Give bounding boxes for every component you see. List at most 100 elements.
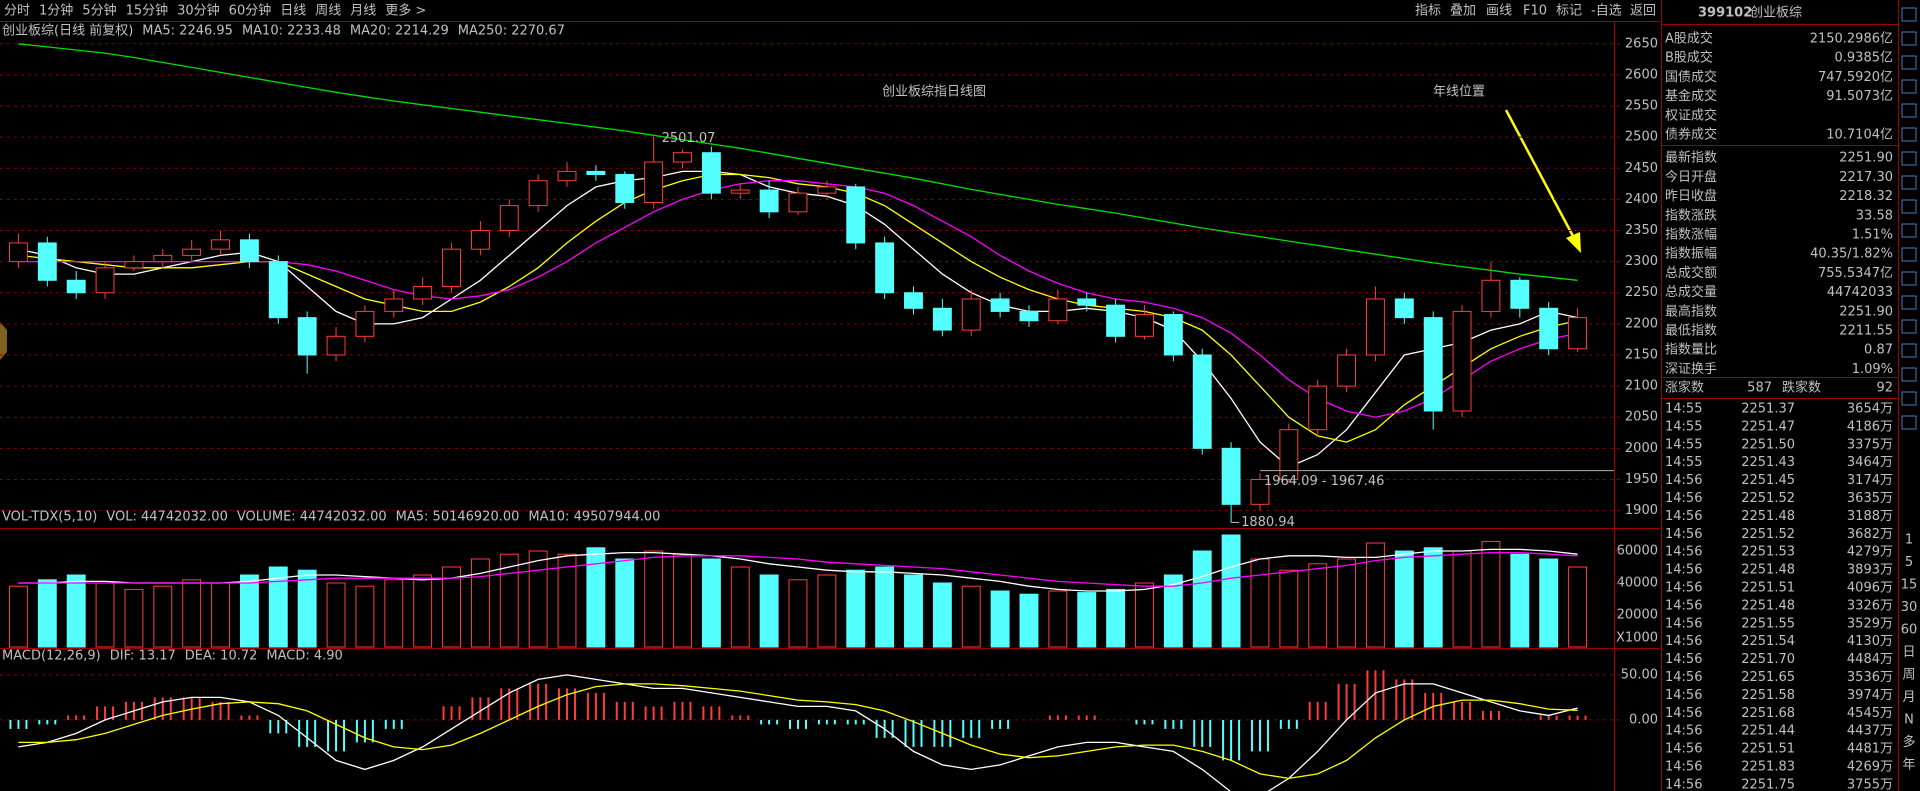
tool-icon[interactable]: [1901, 319, 1917, 334]
volume-bar: [1163, 574, 1183, 648]
candle-body: [1106, 304, 1126, 337]
side-tool[interactable]: 30: [1901, 600, 1918, 615]
volume-bar: [730, 566, 750, 648]
y-tick-label: 2500: [1625, 130, 1658, 145]
indicator-header: MA250: 2270.67: [458, 24, 565, 39]
y-tick-label: 1950: [1625, 472, 1658, 487]
side-tool[interactable]: 月: [1902, 690, 1915, 705]
volume-bar: [1250, 558, 1270, 648]
candle-body: [875, 242, 895, 294]
tick-price: 2251.48: [1741, 563, 1795, 578]
tick-volume: 4186万: [1847, 419, 1893, 434]
tool-button[interactable]: 叠加: [1450, 4, 1476, 19]
volume-bar: [1423, 547, 1443, 648]
tool-icon[interactable]: [1901, 247, 1917, 262]
candle-body: [644, 161, 664, 203]
period-tab[interactable]: 5分钟: [82, 3, 116, 19]
tool-button[interactable]: 标记: [1556, 4, 1582, 19]
tool-icon[interactable]: [1901, 175, 1917, 190]
tool-icon[interactable]: [1901, 343, 1917, 358]
volume-bar: [932, 582, 952, 648]
period-tab[interactable]: 日线: [280, 4, 306, 19]
tick-volume: 3529万: [1847, 616, 1893, 631]
period-tab[interactable]: 周线: [315, 4, 341, 19]
period-tab[interactable]: 1分钟: [39, 3, 73, 19]
tool-icon[interactable]: [1901, 415, 1917, 430]
volume-bar: [470, 558, 490, 648]
quote-label: 国债成交: [1665, 69, 1717, 85]
candle-body: [1308, 385, 1328, 431]
side-tool[interactable]: 15: [1901, 578, 1918, 593]
period-tab[interactable]: 30分钟: [177, 3, 220, 19]
side-tool[interactable]: N: [1904, 713, 1914, 728]
y-tick-label: 60000: [1617, 544, 1658, 559]
annotation: 年线位置: [1433, 85, 1485, 100]
tool-icon[interactable]: [1901, 151, 1917, 166]
volume-bar: [8, 585, 28, 648]
period-tab[interactable]: 分时: [4, 4, 30, 19]
quote-value: 1.51%: [1852, 228, 1893, 243]
candle-body: [615, 173, 635, 203]
tick-price: 2251.70: [1741, 652, 1795, 667]
tool-button[interactable]: -自选: [1591, 4, 1622, 19]
quote-label: 总成交额: [1665, 265, 1717, 281]
volume-bar: [1279, 569, 1299, 648]
candle-body: [268, 261, 288, 319]
tool-icon[interactable]: [1901, 31, 1917, 46]
period-tab[interactable]: 60分钟: [229, 3, 272, 19]
tool-icon[interactable]: [1901, 271, 1917, 286]
tool-icon[interactable]: [1901, 199, 1917, 214]
candle-body: [817, 186, 837, 194]
tool-icon[interactable]: [1901, 223, 1917, 238]
tool-icon[interactable]: [1901, 55, 1917, 70]
tool-button[interactable]: F10: [1523, 4, 1547, 19]
tick-time: 14:56: [1665, 616, 1702, 631]
tick-volume: 3536万: [1847, 670, 1893, 685]
tool-icon[interactable]: [1901, 391, 1917, 406]
candle-body: [673, 152, 692, 163]
tool-button[interactable]: 返回: [1630, 4, 1656, 19]
volume-bar: [1192, 550, 1212, 648]
quote-value: 2217.30: [1839, 170, 1893, 185]
tick-volume: 3682万: [1847, 527, 1893, 542]
period-tab[interactable]: 更多 >: [385, 3, 426, 19]
tick-volume: 4096万: [1847, 581, 1893, 596]
tool-icon[interactable]: [1901, 367, 1917, 382]
volume-bar: [1539, 558, 1559, 648]
volume-bar: [846, 569, 866, 648]
tick-price: 2251.55: [1741, 616, 1795, 631]
side-tool[interactable]: 日: [1902, 645, 1915, 660]
side-tool[interactable]: 多: [1902, 734, 1915, 750]
tool-icon[interactable]: [1901, 7, 1917, 22]
candle-body: [37, 242, 57, 281]
tool-button[interactable]: 指标: [1415, 4, 1441, 19]
side-tool[interactable]: 60: [1901, 623, 1918, 638]
indicator-line: [18, 43, 1578, 281]
tick-price: 2251.58: [1741, 688, 1795, 703]
side-tool[interactable]: 年: [1902, 758, 1915, 773]
tick-price: 2251.48: [1741, 509, 1795, 524]
candle-body: [355, 310, 375, 337]
volume-bar: [413, 574, 433, 648]
tool-icon[interactable]: [1901, 79, 1917, 94]
side-tool[interactable]: 1: [1905, 533, 1913, 548]
candle-body: [326, 335, 346, 356]
tool-icon[interactable]: [1901, 103, 1917, 118]
tool-icon[interactable]: [1901, 127, 1917, 142]
y-tick-label: 40000: [1617, 576, 1658, 591]
quote-value: 755.5347亿: [1818, 266, 1893, 281]
tick-time: 14:56: [1665, 742, 1702, 757]
side-tool[interactable]: 5: [1905, 555, 1913, 570]
side-tool[interactable]: 周: [1902, 668, 1915, 683]
tick-volume: 4545万: [1847, 706, 1893, 721]
quote-label: 指数量比: [1665, 343, 1717, 358]
tool-button[interactable]: 画线: [1486, 4, 1512, 19]
period-tab[interactable]: 15分钟: [126, 3, 169, 19]
tick-price: 2251.50: [1741, 437, 1795, 452]
period-tab[interactable]: 月线: [350, 4, 376, 19]
tick-time: 14:56: [1665, 760, 1702, 775]
tick-volume: 4130万: [1847, 634, 1893, 649]
quote-label: 最新指数: [1665, 150, 1717, 166]
quote-value: 33.58: [1856, 208, 1893, 223]
tool-icon[interactable]: [1901, 295, 1917, 310]
